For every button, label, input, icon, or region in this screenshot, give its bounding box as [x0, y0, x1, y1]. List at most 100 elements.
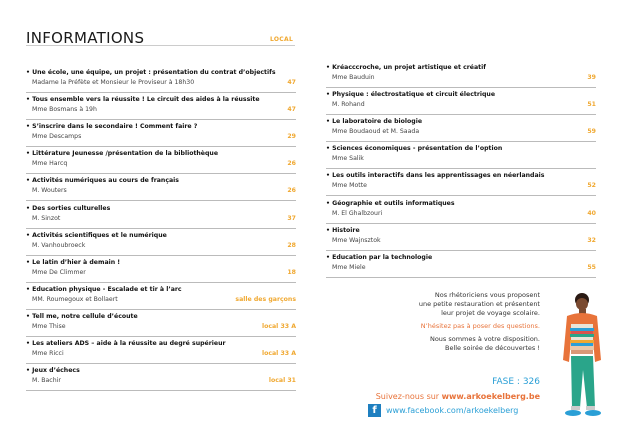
local-column-header: LOCAL — [270, 36, 294, 43]
session-presenter: Mme Descamps — [32, 133, 82, 141]
session-item: • Sciences économiques - présentation de… — [326, 145, 596, 170]
session-presenter: M. Rohand — [332, 101, 365, 109]
session-item: • Education physique - Escalade et tir à… — [26, 286, 296, 310]
session-local: 29 — [287, 133, 296, 141]
session-title-text: Des sorties culturelles — [32, 204, 111, 212]
promo-line: Nous sommes à votre disposition. — [429, 335, 540, 343]
session-title: • Tous ensemble vers la réussite ! Le ci… — [26, 96, 260, 104]
session-presenter: Mme Ricci — [32, 350, 64, 357]
promo-text: Nos rhétoriciens vous proposent une peti… — [330, 291, 540, 353]
session-item: • Activités scientifiques et le numériqu… — [26, 232, 296, 256]
session-presenter: Mme Motte — [332, 182, 367, 190]
promo-questions: N’hésitez pas à poser des questions. — [420, 322, 540, 330]
session-item: • Kréacccroche, un projet artistique et … — [326, 64, 596, 88]
session-item: • Une école, une équipe, un projet : pré… — [26, 69, 296, 93]
session-title: • Les ateliers ADS – aide à la réussite … — [26, 340, 226, 347]
session-local: 40 — [587, 209, 596, 217]
session-local: 59 — [587, 128, 596, 136]
promo-line: leur projet de voyage scolaire. — [441, 309, 540, 317]
session-presenter: Mme De Climmer — [32, 268, 86, 276]
session-presenter: Mme Boudaoud et M. Saada — [332, 128, 420, 136]
session-title-text: Les ateliers ADS – aide à la réussite au… — [32, 340, 226, 347]
session-local: 52 — [587, 182, 596, 190]
session-item: • Les ateliers ADS – aide à la réussite … — [26, 340, 296, 364]
session-title: • Kréacccroche, un projet artistique et … — [326, 64, 486, 71]
session-title-text: Tell me, notre cellule d’écoute — [32, 312, 138, 320]
session-title-text: Littérature Jeunesse /présentation de la… — [32, 150, 219, 158]
session-presenter: M. Bachir — [32, 377, 61, 385]
session-presenter: M. El Ghalbzouri — [332, 209, 383, 217]
session-local: 47 — [287, 79, 296, 86]
session-presenter: Mme Bosmans à 19h — [32, 106, 97, 114]
session-title: • Physique : électrostatique et circuit … — [326, 91, 496, 99]
session-title: • Activités numériques au cours de franç… — [26, 177, 179, 185]
promo-line: Nos rhétoriciens vous proposent — [434, 291, 540, 299]
session-title-text: Sciences économiques - présentation de l… — [332, 145, 503, 153]
session-title: • Les outils interactifs dans les appren… — [326, 172, 545, 180]
session-local: 55 — [587, 263, 596, 271]
facebook-icon[interactable]: f — [368, 404, 381, 417]
session-presenter: Mme Miele — [332, 263, 366, 271]
session-item: • Littérature Jeunesse /présentation de … — [26, 150, 296, 175]
fase-number: FASE : 326 — [492, 377, 540, 387]
session-local: 32 — [587, 236, 596, 244]
session-title: • Le laboratoire de biologie — [326, 118, 423, 126]
session-title: • Sciences économiques - présentation de… — [326, 145, 503, 153]
session-presenter: Mme Wajnsztok — [332, 236, 381, 244]
student-with-books-illustration — [563, 293, 601, 416]
session-presenter: Mme Thise — [32, 322, 66, 330]
session-title: • Géographie et outils informatiques — [326, 199, 455, 207]
session-title-text: Activités scientifiques et le numérique — [32, 231, 167, 239]
session-title-text: Géographie et outils informatiques — [332, 199, 455, 207]
session-item: • Education par la technologie Mme Miele… — [326, 254, 596, 278]
session-item: • Tell me, notre cellule d’écoute Mme Th… — [26, 313, 296, 337]
session-local: 26 — [287, 187, 296, 195]
session-local: 28 — [287, 241, 296, 249]
session-title: • S’inscrire dans le secondaire ! Commen… — [26, 123, 198, 131]
session-presenter: Madame la Préfète et Monsieur le Provise… — [32, 79, 195, 86]
session-presenter: Mme Bauduin — [332, 74, 375, 81]
promo-line: une petite restauration et présentent — [418, 300, 540, 308]
session-title: • Education par la technologie — [326, 253, 433, 261]
session-local: local 31 — [268, 377, 296, 385]
session-item: • Jeux d’échecs M. Bachir local 31 — [26, 367, 296, 392]
follow-line: Suivez-nous sur www.arkoekelberg.be — [330, 392, 540, 401]
session-title-text: Histoire — [332, 226, 360, 234]
session-item: • Le laboratoire de biologie Mme Boudaou… — [326, 118, 596, 143]
session-presenter: M. Sinzot — [32, 214, 61, 222]
title-divider — [26, 45, 295, 46]
facebook-link[interactable]: www.facebook.com/arkoekelberg — [386, 406, 519, 415]
session-title-text: Education physique - Escalade et tir à l… — [32, 285, 182, 293]
session-title-text: Les outils interactifs dans les apprenti… — [332, 172, 545, 180]
promo-line: Belle soirée de découvertes ! — [444, 344, 540, 352]
session-item: • Les outils interactifs dans les appren… — [326, 172, 596, 197]
session-title: • Des sorties culturelles — [26, 204, 111, 212]
session-title-text: Education par la technologie — [332, 253, 433, 261]
session-title-text: Le latin d’hier à demain ! — [32, 258, 121, 266]
session-title-text: Le laboratoire de biologie — [332, 118, 423, 126]
session-local: local 33 A — [261, 322, 296, 330]
session-item: • Géographie et outils informatiques M. … — [326, 200, 596, 224]
session-presenter: Mme Harcq — [32, 160, 68, 168]
website-link[interactable]: www.arkoekelberg.be — [441, 392, 540, 401]
session-title: • Education physique - Escalade et tir à… — [26, 285, 182, 293]
session-title: • Littérature Jeunesse /présentation de … — [26, 150, 219, 158]
session-item: • Physique : électrostatique et circuit … — [326, 91, 596, 116]
session-local: 26 — [287, 160, 296, 168]
session-local: 47 — [287, 106, 296, 114]
session-presenter: Mme Salik — [332, 155, 364, 163]
page-title: INFORMATIONS — [26, 29, 145, 47]
session-title-text: Jeux d’échecs — [32, 367, 80, 375]
session-title: • Activités scientifiques et le numériqu… — [26, 231, 167, 239]
session-title-text: Activités numériques au cours de françai… — [32, 177, 179, 185]
session-title: • Une école, une équipe, un projet : pré… — [26, 69, 276, 76]
session-title-text: Une école, une équipe, un projet : prése… — [32, 69, 276, 76]
session-title: • Le latin d’hier à demain ! — [26, 258, 121, 266]
session-title: • Jeux d’échecs — [26, 367, 80, 375]
session-item: • Tous ensemble vers la réussite ! Le ci… — [26, 96, 296, 121]
session-local: local 33 A — [261, 350, 296, 357]
session-presenter: M. Vanhoubroeck — [32, 241, 86, 249]
session-item: • Le latin d’hier à demain ! Mme De Clim… — [26, 259, 296, 283]
session-item: • Des sorties culturelles M. Sinzot 37 — [26, 205, 296, 229]
session-title: • Histoire — [326, 226, 360, 234]
